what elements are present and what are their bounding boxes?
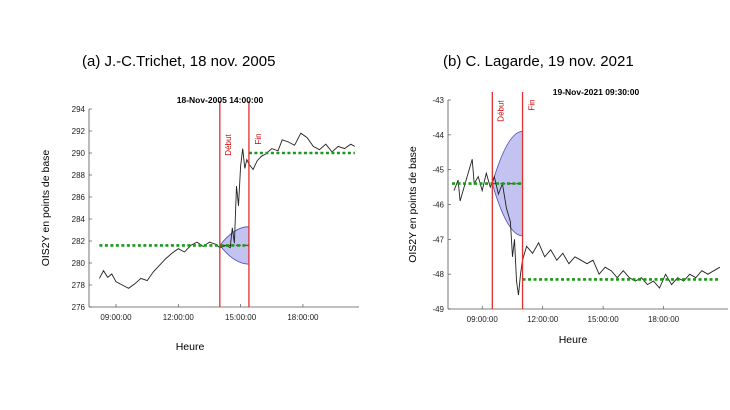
y-tick-label: 288: [72, 171, 86, 180]
x-tick-label: 18:00:00: [287, 313, 319, 322]
price-series-line: [453, 159, 721, 296]
x-tick-label: 15:00:00: [588, 315, 620, 324]
y-tick-label: -44: [432, 131, 444, 140]
y-tick-label: -49: [432, 305, 444, 314]
event-end-label: Fin: [254, 133, 263, 144]
y-tick-label: 280: [72, 259, 86, 268]
chart-a-title: (a) J.-C.Trichet, 18 nov. 2005: [82, 53, 276, 70]
event-start-label: Début: [224, 134, 233, 156]
y-tick-label: -48: [432, 270, 444, 279]
y-tick-label: 284: [72, 215, 86, 224]
x-tick-label: 18:00:00: [648, 315, 680, 324]
event-start-label: Début: [496, 100, 505, 122]
chart-a: 276 278 280 282 284 286 288 290 292 294 09:00:00 12…: [40, 95, 359, 353]
x-tick-label: 09:00:00: [467, 315, 499, 324]
chart-b-title: (b) C. Lagarde, 19 nov. 2021: [443, 53, 634, 70]
x-tick-label: 15:00:00: [225, 313, 257, 322]
y-tick-label: 292: [72, 127, 86, 136]
y-tick-label: -47: [432, 235, 444, 244]
y-axis-label: OIS2Y en points de base: [40, 150, 52, 267]
event-end-label: Fin: [528, 99, 537, 110]
y-tick-label: -43: [432, 96, 444, 105]
x-axis-label: Heure: [176, 341, 205, 353]
y-tick-label: 286: [72, 193, 86, 202]
y-tick-label: 294: [72, 105, 86, 114]
chart-timestamp: 18-Nov-2005 14:00:00: [177, 95, 264, 105]
x-tick-label: 12:00:00: [527, 315, 559, 324]
x-tick-label: 12:00:00: [163, 313, 195, 322]
y-tick-label: -46: [432, 201, 444, 210]
x-tick-label: 09:00:00: [100, 313, 132, 322]
y-tick-label: 276: [72, 303, 86, 312]
price-series-line: [99, 132, 356, 289]
y-tick-label: 282: [72, 237, 86, 246]
y-axis-label: OIS2Y en points de base: [407, 146, 419, 263]
chart-b: -49 -48 -47 -46 -45 -44 -43 09:00:00 12:00:00 15:…: [407, 87, 728, 346]
y-tick-label: 290: [72, 149, 86, 158]
x-axis-label: Heure: [559, 334, 588, 346]
y-tick-label: 278: [72, 281, 86, 290]
chart-timestamp: 19-Nov-2021 09:30:00: [553, 87, 640, 97]
y-tick-label: -45: [432, 166, 444, 175]
